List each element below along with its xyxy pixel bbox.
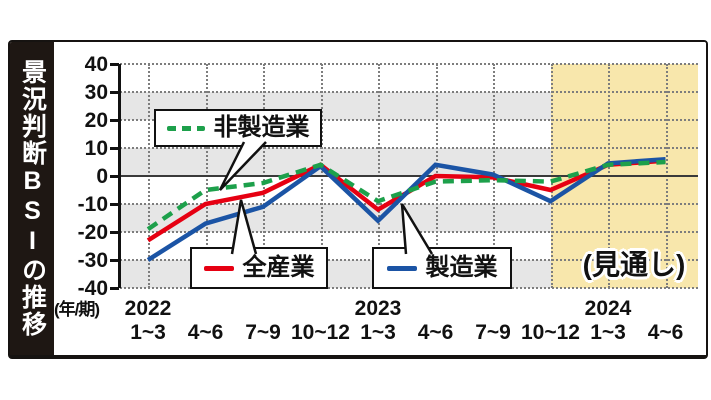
zero-line [120, 175, 698, 177]
x-year-label: 2024 [584, 297, 632, 320]
chart-area: 40 30 20 10 0 -10 -20 -30 -40 1~3 4~6 7~9 10~12 1~3 4… [54, 42, 706, 355]
manufacturing-line-sample [386, 265, 417, 271]
axis-caption: (年/期) [54, 300, 100, 319]
forecast-label: (見通し) [582, 249, 686, 280]
y-tick-label: -20 [77, 221, 108, 244]
y-tick-label: -30 [77, 249, 108, 272]
x-quarter-label: 4~6 [187, 321, 224, 344]
line-製造業 [146, 156, 666, 262]
y-tick-label: 30 [84, 81, 108, 104]
grid-line-horizontal [120, 91, 698, 93]
y-tick-mark [110, 231, 119, 234]
legend-all-industries: 全産業 [190, 247, 328, 289]
y-tick-mark [110, 203, 119, 206]
non-manufacturing-line-sample [166, 125, 205, 131]
y-tick-mark [110, 119, 119, 122]
y-tick-mark [110, 259, 119, 262]
y-tick-label: 40 [84, 53, 108, 76]
all-industries-line-sample [203, 265, 234, 271]
y-tick-mark [110, 147, 119, 150]
x-quarter-label: 4~6 [647, 321, 684, 344]
page-title: 景況判断BSIの推移 [18, 59, 47, 338]
y-axis-line [118, 64, 121, 288]
legend-label-non-manufacturing: 非製造業 [213, 114, 310, 141]
legend-non-manufacturing: 非製造業 [154, 109, 322, 147]
x-quarter-label: 1~3 [130, 321, 166, 344]
x-year-label: 2022 [124, 297, 172, 320]
y-tick-mark [110, 63, 119, 66]
x-quarter-label: 1~3 [360, 321, 396, 344]
x-quarter-label: 7~9 [245, 321, 281, 344]
y-tick-label: 0 [96, 165, 108, 188]
x-year-label: 2023 [354, 297, 402, 320]
grid-line-horizontal [120, 147, 698, 149]
x-quarter-label: 10~12 [291, 321, 350, 344]
y-tick-mark [110, 91, 119, 94]
figure-frame: 景況判断BSIの推移 40 30 20 10 0 -10 -20 -30 -40 1~3 4~6 7… [8, 40, 708, 359]
x-quarter-label: 1~3 [590, 321, 626, 344]
legend-label-all-industries: 全産業 [242, 254, 315, 281]
y-tick-mark [110, 287, 119, 290]
y-tick-label: -10 [77, 193, 108, 216]
grid-line-horizontal [120, 63, 698, 65]
x-quarter-label: 4~6 [417, 321, 454, 344]
grid-line-horizontal [120, 119, 698, 121]
y-tick-label: 10 [84, 137, 108, 160]
y-tick-mark [110, 175, 119, 178]
chart-title-banner: 景況判断BSIの推移 [10, 42, 54, 355]
y-tick-label: -40 [77, 277, 108, 300]
legend-manufacturing: 製造業 [372, 247, 512, 289]
x-quarter-label: 7~9 [475, 321, 511, 344]
y-tick-label: 20 [84, 109, 108, 132]
legend-label-manufacturing: 製造業 [425, 254, 498, 281]
x-quarter-label: 10~12 [521, 321, 580, 344]
